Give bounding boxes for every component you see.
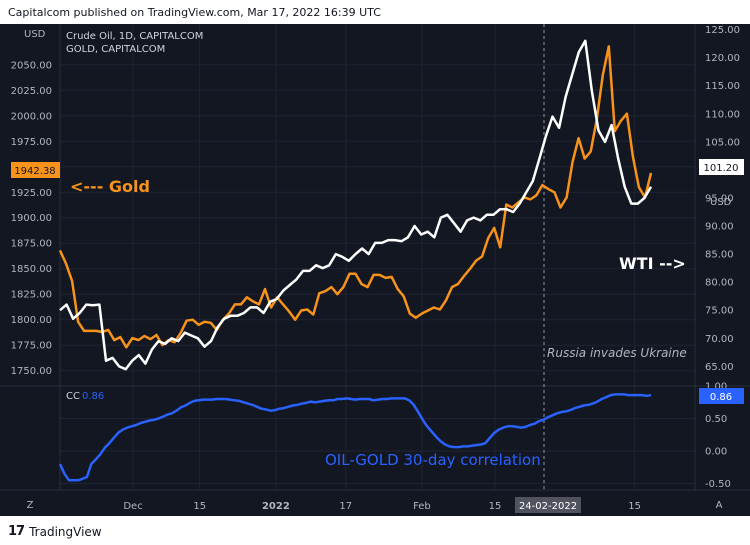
right-tick-label: 75.00 [705,306,734,317]
cc-value-badge [699,388,744,404]
gold-series-line[interactable] [58,45,653,349]
time-axis[interactable]: Dec 15 2022 17 Feb 15 15 [123,501,641,512]
right-tick-label: 110.00 [705,109,740,120]
right-tick-label: 85.00 [705,250,734,261]
gold-price-badge-text: 1942.38 [14,166,55,177]
left-tick-label: 2000.00 [11,111,52,122]
right-tick-label: 65.00 [705,362,734,373]
legend-line-gold: GOLD, CAPITALCOM [66,44,165,55]
left-tick-label: 1800.00 [11,315,52,326]
right-tick-label: 90.00 [705,222,734,233]
left-tick-label: 1875.00 [11,239,52,250]
x-tick-label: 2022 [262,501,290,512]
cc-tick-label: -0.50 [705,479,731,490]
publisher-line: Capitalcom published on TradingView.com,… [8,6,381,19]
left-tick-label: 2050.00 [11,60,52,71]
correlation-annotation: OIL-GOLD 30-day correlation [325,451,541,469]
x-tick-label: Dec [123,501,142,512]
auto-scale-button[interactable]: A [716,500,723,511]
date-marker-badge [515,497,581,513]
right-tick-label: 70.00 [705,334,734,345]
left-tick-label: 1750.00 [11,366,52,377]
right-tick-label: 105.00 [705,137,740,148]
gold-price-badge [11,162,60,178]
right-unit-label: USD [710,197,732,208]
left-tick-label: 1825.00 [11,290,52,301]
cc-legend-label: CC [66,391,80,402]
left-tick-label: 1925.00 [11,188,52,199]
left-tick-label: 1975.00 [11,137,52,148]
right-tick-label: 115.00 [705,81,740,92]
footer-brand: 17 TradingView [8,524,102,539]
cc-tick-label: 0.50 [705,414,727,425]
x-tick-label: 15 [489,501,502,512]
x-tick-label: Feb [413,501,431,512]
oil-price-badge [699,159,744,175]
x-tick-label: 15 [193,501,206,512]
cc-legend-value: 0.86 [82,391,104,402]
cc-axis[interactable]: 1.00 0.50 0.00 -0.50 [705,382,731,491]
wti-annotation: WTI --> [619,254,686,273]
cc-tick-label: 0.00 [705,447,727,458]
grid-lines [60,24,695,490]
left-tick-label: 1775.00 [11,341,52,352]
brand-name: TradingView [29,524,102,539]
x-tick-label: 17 [339,501,352,512]
chart-background [0,24,750,516]
left-tick-label: 1900.00 [11,213,52,224]
oil-series-line[interactable] [59,39,653,371]
left-corner-button[interactable]: Z [27,500,34,511]
right-tick-label: 95.00 [705,193,734,204]
legend-line-oil: Crude Oil, 1D, CAPITALCOM [66,31,203,42]
right-tick-label: 120.00 [705,53,740,64]
left-price-axis[interactable]: 1750.00 1775.00 1800.00 1825.00 1850.00 1875.… [11,60,52,377]
invasion-annotation: Russia invades Ukraine [547,346,687,360]
oil-price-badge-text: 101.20 [704,163,739,174]
left-unit-label: USD [24,29,46,40]
correlation-series-line[interactable] [58,393,652,482]
cc-value-badge-text: 0.86 [710,392,732,403]
x-tick-label: 15 [628,501,641,512]
right-tick-label: 125.00 [705,25,740,36]
left-tick-label: 1850.00 [11,264,52,275]
tradingview-logo-icon: 17 [8,524,25,539]
right-tick-label: 80.00 [705,278,734,289]
cc-tick-label: 1.00 [705,382,727,393]
gold-annotation: <--- Gold [70,177,150,196]
left-tick-label: 2025.00 [11,86,52,97]
date-marker-badge-text: 24-02-2022 [519,501,577,512]
chart-canvas[interactable]: 1750.001775.001800.001825.001850.001875.… [0,24,750,516]
